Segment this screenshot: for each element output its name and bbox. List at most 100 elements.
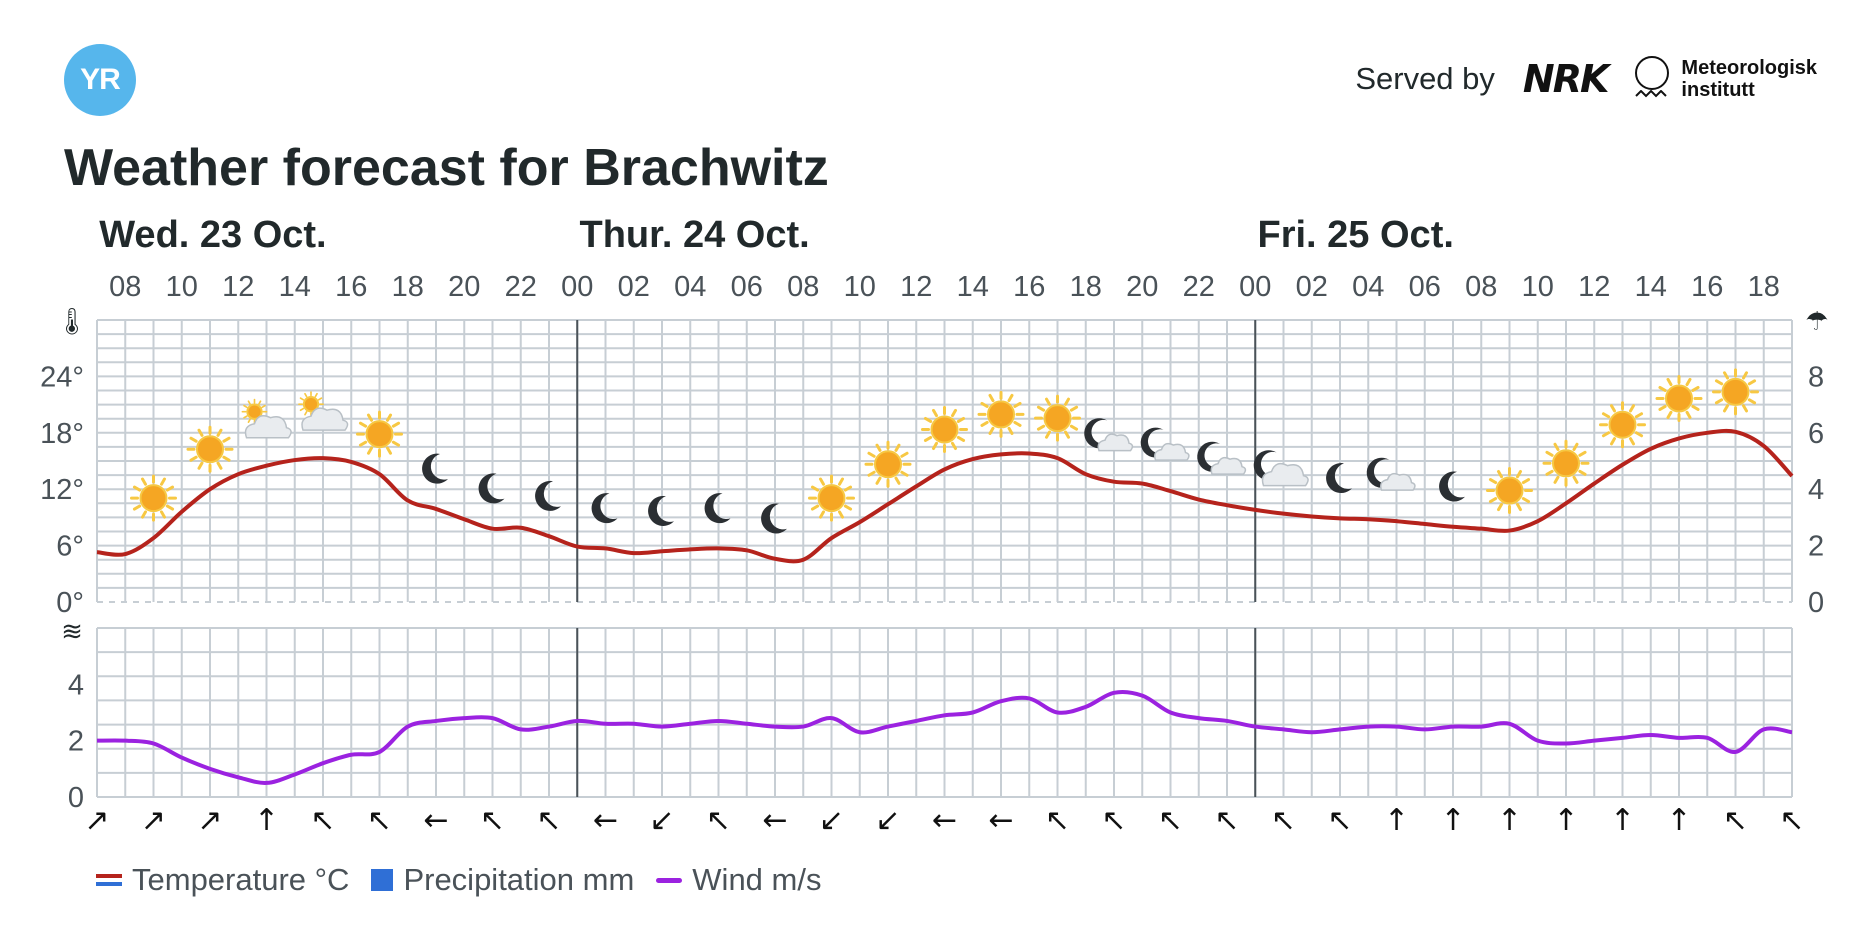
hour-tick-label: 14 bbox=[1635, 271, 1667, 303]
wind-direction-arrow: ↙ bbox=[875, 803, 900, 838]
sun-icon bbox=[921, 405, 968, 453]
wind-axis-label: 2 bbox=[68, 726, 84, 758]
sun-icon bbox=[186, 425, 234, 473]
wind-direction-arrow: ↖ bbox=[480, 803, 505, 838]
precip-axis-label: 2 bbox=[1808, 531, 1824, 563]
hour-tick-label: 14 bbox=[279, 271, 311, 303]
moon-icon bbox=[591, 493, 618, 524]
temperature-line bbox=[96, 428, 1794, 564]
met-logo: Meteorologisk institutt bbox=[1635, 56, 1817, 102]
sun-icon bbox=[1034, 394, 1081, 442]
wind-direction-arrow: ↖ bbox=[706, 803, 731, 838]
temp-axis-label: 0° bbox=[56, 587, 84, 619]
legend-temperature-label: Temperature °C bbox=[132, 862, 350, 897]
partly-cloudy-day-icon bbox=[241, 398, 292, 439]
temperature-swatch bbox=[96, 874, 122, 886]
moon-icon bbox=[1439, 471, 1465, 502]
met-symbol-icon bbox=[1635, 56, 1670, 102]
hour-tick-label: 22 bbox=[505, 271, 537, 303]
wind-direction-arrow: ↑ bbox=[1497, 803, 1522, 838]
partly-cloudy-night-icon bbox=[1084, 418, 1134, 452]
legend-wind: Wind m/s bbox=[656, 862, 821, 898]
wind-direction-arrow: ↖ bbox=[1101, 803, 1126, 838]
hour-tick-label: 10 bbox=[844, 271, 876, 303]
wind-direction-arrow: ← bbox=[423, 803, 448, 838]
wind-direction-arrow: ↗ bbox=[84, 803, 109, 838]
wind-direction-arrow: ↖ bbox=[536, 803, 561, 838]
wind-direction-arrow: ← bbox=[593, 803, 618, 838]
sun-icon bbox=[130, 474, 177, 522]
hour-tick-label: 18 bbox=[1748, 271, 1780, 303]
hour-tick-label: 06 bbox=[731, 271, 763, 303]
precipitation-swatch bbox=[371, 869, 394, 891]
hour-tick-label: 00 bbox=[1239, 271, 1271, 303]
hour-tick-label: 18 bbox=[1070, 271, 1102, 303]
legend-wind-label: Wind m/s bbox=[692, 862, 822, 897]
temp-axis-label: 24° bbox=[40, 361, 84, 393]
wind-direction-arrow: ↖ bbox=[310, 803, 335, 838]
hour-tick-label: 08 bbox=[787, 271, 819, 303]
wind-direction-arrow: ↖ bbox=[1045, 803, 1070, 838]
nrk-logo: NRK bbox=[1522, 57, 1610, 101]
wind-direction-arrow: ↑ bbox=[1384, 803, 1409, 838]
wind-line bbox=[96, 689, 1793, 785]
wind-direction-arrow: ↖ bbox=[367, 803, 392, 838]
wind-icon: ≋ bbox=[61, 616, 83, 646]
wind-direction-arrow: ↙ bbox=[649, 803, 674, 838]
moon-icon bbox=[422, 453, 448, 484]
sun-icon bbox=[356, 410, 403, 458]
thermometer-icon: 🌡︎ bbox=[55, 306, 88, 336]
hour-tick-label: 20 bbox=[1126, 271, 1158, 303]
legend-temperature: Temperature °C bbox=[96, 862, 349, 898]
wind-direction-arrow: ← bbox=[988, 803, 1013, 838]
partly-cloudy-night-icon bbox=[1140, 427, 1190, 461]
served-by-label: Served by bbox=[1355, 61, 1495, 96]
hour-tick-label: 12 bbox=[222, 271, 254, 303]
hour-tick-label: 16 bbox=[1013, 271, 1045, 303]
wind-direction-arrow: ↖ bbox=[1214, 803, 1239, 838]
wind-direction-arrow: ↗ bbox=[141, 803, 166, 838]
hour-tick-label: 04 bbox=[674, 271, 706, 303]
sun-icon bbox=[1712, 368, 1759, 416]
wind-swatch bbox=[656, 877, 683, 883]
hour-tick-label: 16 bbox=[1691, 271, 1723, 303]
wind-direction-arrow: ↖ bbox=[1158, 803, 1183, 838]
day-label: Thur. 24 Oct. bbox=[580, 214, 810, 256]
wind-direction-arrow: ↖ bbox=[1779, 803, 1804, 838]
wind-direction-arrow: ↑ bbox=[1610, 803, 1635, 838]
sun-icon bbox=[1542, 439, 1590, 487]
hour-tick-label: 00 bbox=[561, 271, 593, 303]
hour-tick-label: 14 bbox=[957, 271, 989, 303]
hour-tick-label: 08 bbox=[1465, 271, 1497, 303]
wind-direction-arrow: ↖ bbox=[1271, 803, 1296, 838]
hour-tick-label: 18 bbox=[392, 271, 424, 303]
wind-direction-arrow: ↑ bbox=[1666, 803, 1691, 838]
temp-axis-label: 6° bbox=[56, 531, 84, 563]
wind-direction-arrow: ← bbox=[762, 803, 787, 838]
partly-cloudy-night-icon bbox=[1197, 441, 1247, 475]
hour-tick-label: 02 bbox=[1296, 271, 1328, 303]
yr-logo: YR bbox=[64, 44, 136, 116]
umbrella-icon: ☂︎ bbox=[1805, 306, 1828, 336]
moon-icon bbox=[704, 493, 731, 524]
wind-direction-arrow: ↖ bbox=[1723, 803, 1748, 838]
served-by: Served by NRK Meteorologisk institutt bbox=[1355, 56, 1817, 102]
hour-tick-label: 22 bbox=[1183, 271, 1215, 303]
hour-tick-label: 10 bbox=[166, 271, 198, 303]
hour-tick-label: 10 bbox=[1522, 271, 1554, 303]
hour-tick-label: 16 bbox=[335, 271, 367, 303]
legend-precipitation: Precipitation mm bbox=[371, 862, 634, 898]
precip-axis-label: 8 bbox=[1808, 361, 1824, 393]
sun-icon bbox=[808, 474, 855, 522]
sun-icon bbox=[864, 440, 912, 488]
temp-axis-label: 12° bbox=[40, 474, 84, 506]
wind-direction-arrow: ↑ bbox=[254, 803, 279, 838]
moon-icon bbox=[535, 480, 561, 511]
wind-direction-arrow: ↖ bbox=[1327, 803, 1352, 838]
hour-tick-label: 20 bbox=[448, 271, 480, 303]
sun-icon bbox=[1599, 401, 1646, 449]
precip-axis-label: 0 bbox=[1808, 587, 1824, 619]
legend-precipitation-label: Precipitation mm bbox=[403, 862, 635, 897]
sun-icon bbox=[977, 390, 1025, 438]
wind-direction-arrow: ← bbox=[932, 803, 957, 838]
